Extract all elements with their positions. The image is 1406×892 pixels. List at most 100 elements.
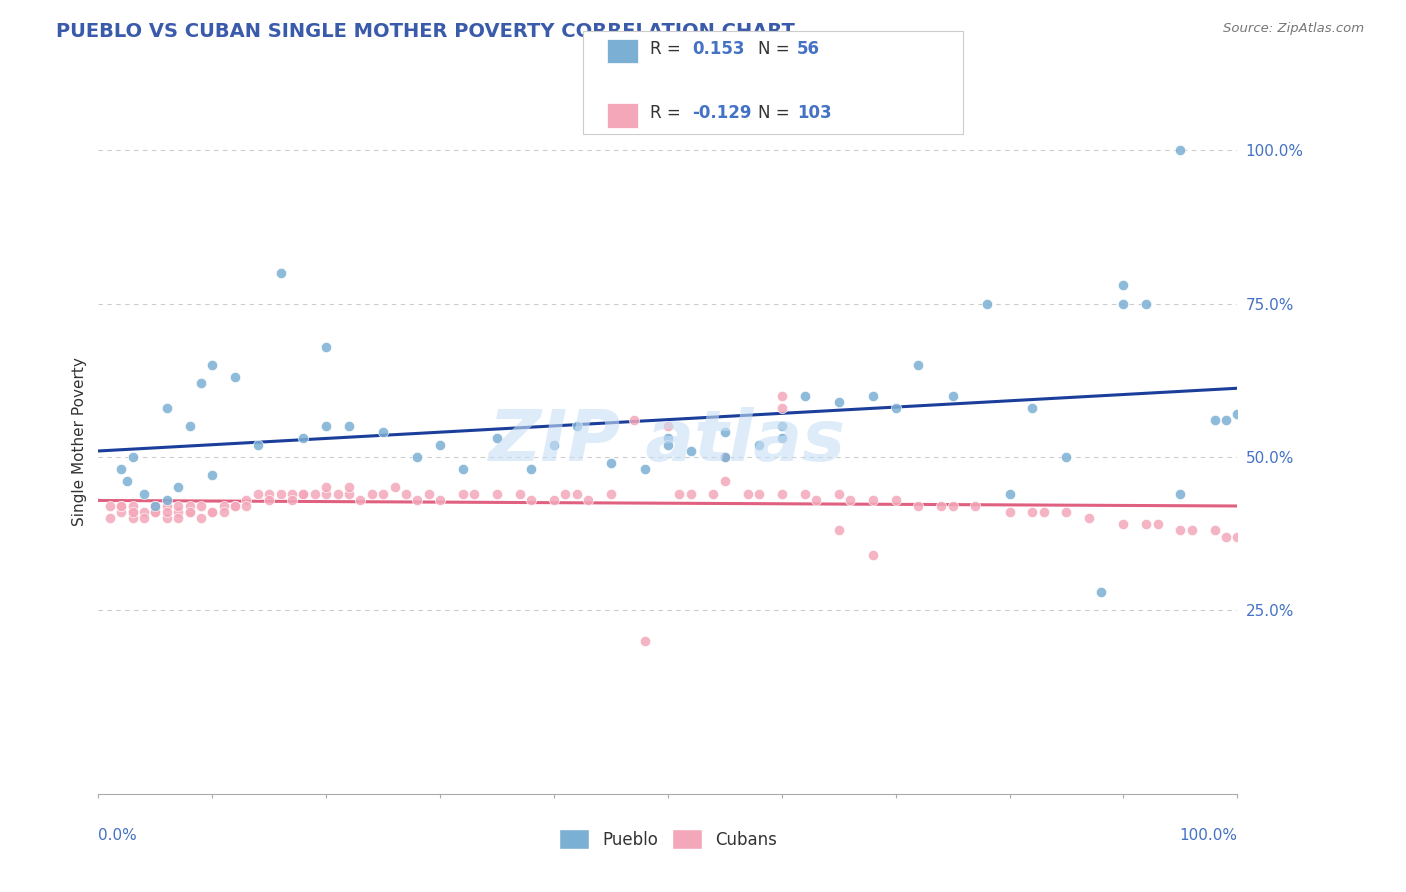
Point <box>1215 413 1237 427</box>
Point <box>679 443 702 458</box>
Point <box>429 492 451 507</box>
Point <box>1021 401 1043 415</box>
Point <box>384 481 406 495</box>
Point <box>156 505 179 519</box>
Point <box>1215 529 1237 543</box>
Point <box>115 475 138 489</box>
Legend: Pueblo, Cubans: Pueblo, Cubans <box>553 822 783 856</box>
Point <box>600 486 623 500</box>
Point <box>292 486 315 500</box>
Point <box>565 486 588 500</box>
Point <box>486 432 509 446</box>
Point <box>110 505 132 519</box>
Point <box>1054 505 1078 519</box>
Point <box>509 486 531 500</box>
Point <box>486 486 509 500</box>
Point <box>121 450 143 464</box>
Point <box>451 486 474 500</box>
Point <box>737 486 759 500</box>
Point <box>1226 407 1249 421</box>
Point <box>292 432 315 446</box>
Point <box>201 468 224 483</box>
Point <box>337 481 360 495</box>
Point <box>770 401 793 415</box>
Text: -0.129: -0.129 <box>692 104 751 122</box>
Point <box>167 499 190 513</box>
Point <box>714 450 737 464</box>
Point <box>828 394 851 409</box>
Point <box>201 505 224 519</box>
Point <box>337 486 360 500</box>
Point <box>167 511 190 525</box>
Point <box>326 486 349 500</box>
Point <box>121 499 143 513</box>
Point <box>702 486 724 500</box>
Text: R =: R = <box>650 40 681 58</box>
Text: N =: N = <box>758 40 789 58</box>
Point <box>1112 296 1135 310</box>
Point <box>748 486 770 500</box>
Point <box>145 505 167 519</box>
Point <box>770 419 793 434</box>
Point <box>623 413 645 427</box>
Point <box>349 492 371 507</box>
Point <box>543 492 565 507</box>
Point <box>246 437 269 451</box>
Text: 0.153: 0.153 <box>692 40 744 58</box>
Point <box>828 486 851 500</box>
Point <box>132 511 155 525</box>
Point <box>839 492 862 507</box>
Point <box>1204 413 1226 427</box>
Point <box>634 462 657 476</box>
Point <box>281 486 304 500</box>
Point <box>156 401 179 415</box>
Text: 56: 56 <box>797 40 820 58</box>
Point <box>942 388 965 402</box>
Point <box>121 505 143 519</box>
Point <box>668 486 690 500</box>
Point <box>451 462 474 476</box>
Point <box>190 511 212 525</box>
Point <box>246 486 269 500</box>
Text: PUEBLO VS CUBAN SINGLE MOTHER POVERTY CORRELATION CHART: PUEBLO VS CUBAN SINGLE MOTHER POVERTY CO… <box>56 22 796 41</box>
Point <box>1112 517 1135 532</box>
Point <box>132 505 155 519</box>
Text: 0.0%: 0.0% <box>98 828 138 843</box>
Point <box>371 425 394 440</box>
Point <box>998 486 1021 500</box>
Point <box>315 486 337 500</box>
Point <box>600 456 623 470</box>
Point <box>1226 529 1249 543</box>
Point <box>828 524 851 538</box>
Point <box>862 548 884 562</box>
Point <box>121 511 143 525</box>
Point <box>770 486 793 500</box>
Point <box>1170 524 1192 538</box>
Text: Source: ZipAtlas.com: Source: ZipAtlas.com <box>1223 22 1364 36</box>
Point <box>406 492 429 507</box>
Point <box>270 486 292 500</box>
Point <box>942 499 965 513</box>
Point <box>167 481 190 495</box>
Point <box>315 340 337 354</box>
Point <box>884 492 907 507</box>
Point <box>748 437 770 451</box>
Point <box>1135 296 1157 310</box>
Point <box>907 358 929 372</box>
Point <box>657 437 679 451</box>
Point <box>270 266 292 280</box>
Point <box>156 511 179 525</box>
Point <box>634 633 657 648</box>
Point <box>929 499 952 513</box>
Point <box>179 499 201 513</box>
Point <box>429 437 451 451</box>
Point <box>565 419 588 434</box>
Point <box>418 486 440 500</box>
Text: R =: R = <box>650 104 681 122</box>
Point <box>714 425 737 440</box>
Point <box>770 388 793 402</box>
Y-axis label: Single Mother Poverty: Single Mother Poverty <box>72 357 87 526</box>
Point <box>793 388 815 402</box>
Point <box>1032 505 1054 519</box>
Point <box>212 505 235 519</box>
